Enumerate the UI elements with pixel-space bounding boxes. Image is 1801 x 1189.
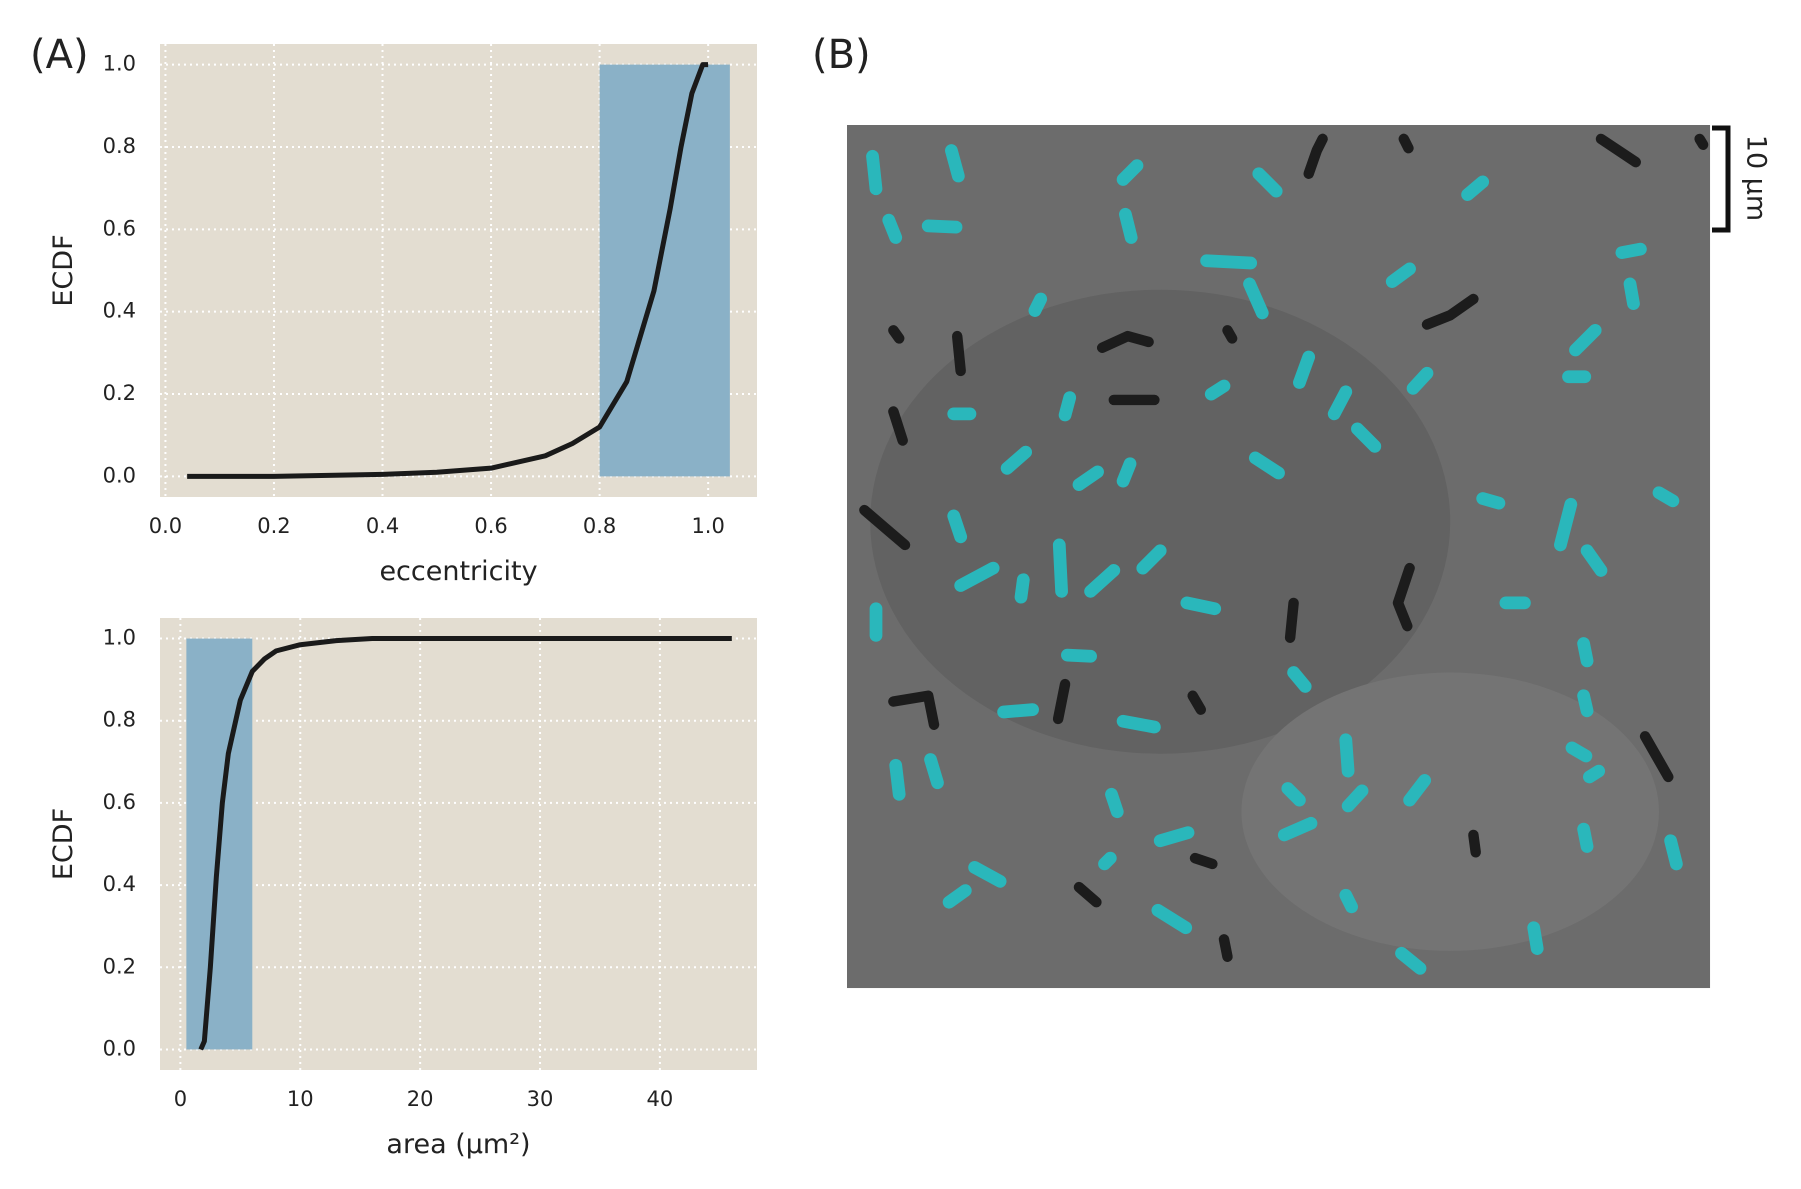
- x-tick-label: 0: [174, 1087, 187, 1111]
- y-tick-label: 0.2: [103, 954, 136, 978]
- x-tick-label: 0.4: [366, 514, 399, 538]
- y-tick-label: 0.8: [103, 134, 136, 158]
- y-tick-label: 0.2: [103, 381, 136, 405]
- micrograph: [847, 125, 1711, 989]
- y-axis-label: ECDF: [48, 808, 79, 880]
- x-axis-label: area (µm²): [386, 1129, 530, 1160]
- x-tick-label: 1.0: [691, 514, 724, 538]
- scale-bar-label: 10 µm: [1741, 135, 1772, 221]
- x-tick-label: 40: [647, 1087, 674, 1111]
- highlight-region: [599, 64, 730, 477]
- y-tick-label: 1.0: [103, 626, 136, 650]
- y-axis-label: ECDF: [48, 234, 79, 306]
- panel-label: (A): [30, 32, 89, 78]
- x-tick-label: 0.6: [474, 514, 507, 538]
- y-tick-label: 0.4: [103, 299, 136, 323]
- ecdf-line: [187, 62, 709, 479]
- x-tick-label: 0.2: [257, 514, 290, 538]
- y-tick-label: 0.6: [103, 216, 136, 240]
- scale-bar: [1712, 125, 1731, 233]
- plot-background: [160, 618, 757, 1070]
- y-tick-label: 0.0: [103, 1036, 136, 1060]
- x-tick-label: 10: [287, 1087, 314, 1111]
- panel-label: (B): [812, 32, 871, 78]
- y-tick-label: 0.0: [103, 463, 136, 487]
- ecdf-line: [198, 636, 732, 1051]
- x-tick-label: 20: [407, 1087, 434, 1111]
- y-tick-label: 0.4: [103, 872, 136, 896]
- x-tick-label: 0.0: [149, 514, 182, 538]
- y-tick-label: 0.8: [103, 708, 136, 732]
- y-tick-label: 1.0: [103, 52, 136, 76]
- x-tick-label: 0.8: [583, 514, 616, 538]
- y-tick-label: 0.6: [103, 790, 136, 814]
- x-axis-label: eccentricity: [379, 556, 537, 587]
- x-tick-label: 30: [527, 1087, 554, 1111]
